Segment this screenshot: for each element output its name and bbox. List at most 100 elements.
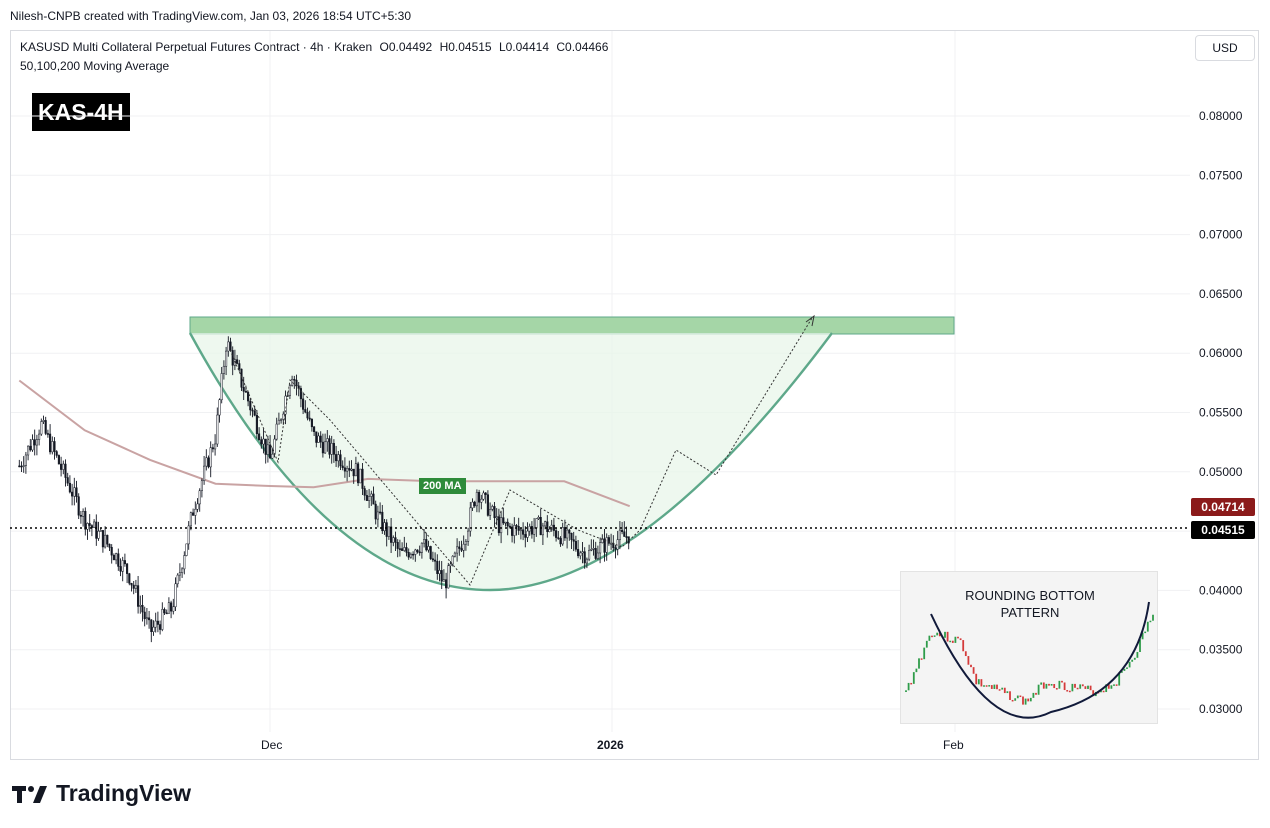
symbol-legend[interactable]: KASUSD Multi Collateral Perpetual Future… xyxy=(20,40,608,54)
inset-candle xyxy=(910,682,913,685)
inset-candle xyxy=(1133,657,1136,660)
candle-body xyxy=(88,523,91,526)
candle-body xyxy=(592,548,595,550)
candle-body xyxy=(473,501,476,507)
price-axis-label: 0.08000 xyxy=(1199,109,1243,123)
candle-body xyxy=(260,439,263,445)
candle-body xyxy=(339,454,342,467)
candle-body xyxy=(161,609,164,630)
candle-body xyxy=(621,529,624,532)
candle-body xyxy=(247,391,250,402)
candle-body xyxy=(495,516,498,519)
candle-body xyxy=(379,511,382,514)
candle-body xyxy=(308,417,311,420)
inset-candle xyxy=(1141,632,1144,640)
inset-candle xyxy=(1087,685,1089,689)
candle-body xyxy=(198,490,201,505)
candle-body xyxy=(357,463,360,484)
candle-body xyxy=(596,552,599,559)
ma200-price-tag: 0.04714 xyxy=(1191,498,1255,516)
candle-body xyxy=(577,549,580,557)
candle-body xyxy=(544,521,547,527)
candle-body xyxy=(471,501,474,509)
inset-candle xyxy=(1011,699,1014,702)
price-axis-label: 0.05000 xyxy=(1199,465,1243,479)
inset-candle xyxy=(1136,652,1139,658)
candle-body xyxy=(530,526,533,535)
inset-candle xyxy=(1024,698,1027,705)
candle-body xyxy=(425,539,428,551)
rounding-bottom-bowl xyxy=(190,333,832,590)
candle-body xyxy=(29,445,32,451)
inset-candle xyxy=(1092,690,1095,697)
inset-candle xyxy=(1149,620,1152,623)
inset-candle xyxy=(1120,670,1123,673)
inset-candle xyxy=(1089,685,1092,691)
candle-body xyxy=(385,522,388,537)
candle-body xyxy=(346,468,349,472)
candle-body xyxy=(372,493,375,505)
last-price-tag: 0.04515 xyxy=(1191,521,1255,539)
candle-body xyxy=(559,538,562,545)
inset-candle xyxy=(996,684,998,690)
inset-candle xyxy=(998,689,1001,691)
inset-candle xyxy=(964,651,967,657)
candle-body xyxy=(387,526,390,537)
candle-body xyxy=(33,439,36,446)
candle-body xyxy=(205,457,208,467)
candle-body xyxy=(618,529,621,540)
candle-body xyxy=(282,413,285,420)
candle-body xyxy=(610,542,613,545)
candle-body xyxy=(110,547,113,556)
candle-body xyxy=(62,463,65,470)
tradingview-logo[interactable]: TradingView xyxy=(12,780,191,807)
ma200-label: 200 MA xyxy=(419,478,466,494)
candle-body xyxy=(414,549,417,555)
inset-candle xyxy=(905,690,907,692)
candle-body xyxy=(563,527,566,539)
candle-body xyxy=(493,506,496,519)
candle-body xyxy=(60,463,63,470)
candle-body xyxy=(330,443,333,455)
candle-body xyxy=(24,454,27,466)
candle-body xyxy=(108,543,111,548)
candle-body xyxy=(280,419,283,421)
candle-body xyxy=(185,543,188,556)
inset-candle xyxy=(931,635,933,638)
candle-body xyxy=(112,554,115,561)
price-axis-label: 0.06000 xyxy=(1199,346,1243,360)
candle-body xyxy=(194,508,197,516)
candle-body xyxy=(119,566,122,572)
candle-body xyxy=(537,517,540,519)
candle-body xyxy=(482,492,485,500)
candle-body xyxy=(200,480,203,491)
candle-body xyxy=(57,455,60,465)
candle-body xyxy=(343,467,346,472)
candle-body xyxy=(275,423,278,440)
candle-body xyxy=(506,521,509,527)
indicator-legend[interactable]: 50,100,200 Moving Average xyxy=(20,59,170,73)
inset-candle xyxy=(1019,695,1022,698)
candle-body xyxy=(156,620,159,625)
inset-candle xyxy=(1152,614,1154,621)
candle-body xyxy=(159,624,162,630)
inset-candle xyxy=(1128,661,1131,668)
candle-body xyxy=(244,391,247,393)
candle-body xyxy=(579,552,582,557)
candle-body xyxy=(361,468,364,489)
candle-body xyxy=(418,551,421,554)
candle-body xyxy=(427,546,430,551)
candle-body xyxy=(75,487,78,497)
candle-body xyxy=(607,537,610,544)
currency-button[interactable]: USD xyxy=(1195,35,1255,61)
candle-body xyxy=(189,512,192,527)
candle-body xyxy=(500,517,503,534)
candle-body xyxy=(269,444,272,459)
candle-body xyxy=(310,418,313,428)
candle-body xyxy=(599,542,602,554)
inset-candle xyxy=(1079,684,1082,689)
candle-body xyxy=(348,468,351,471)
inset-candle xyxy=(1061,680,1063,683)
candle-body xyxy=(183,555,186,570)
candle-body xyxy=(376,511,379,520)
